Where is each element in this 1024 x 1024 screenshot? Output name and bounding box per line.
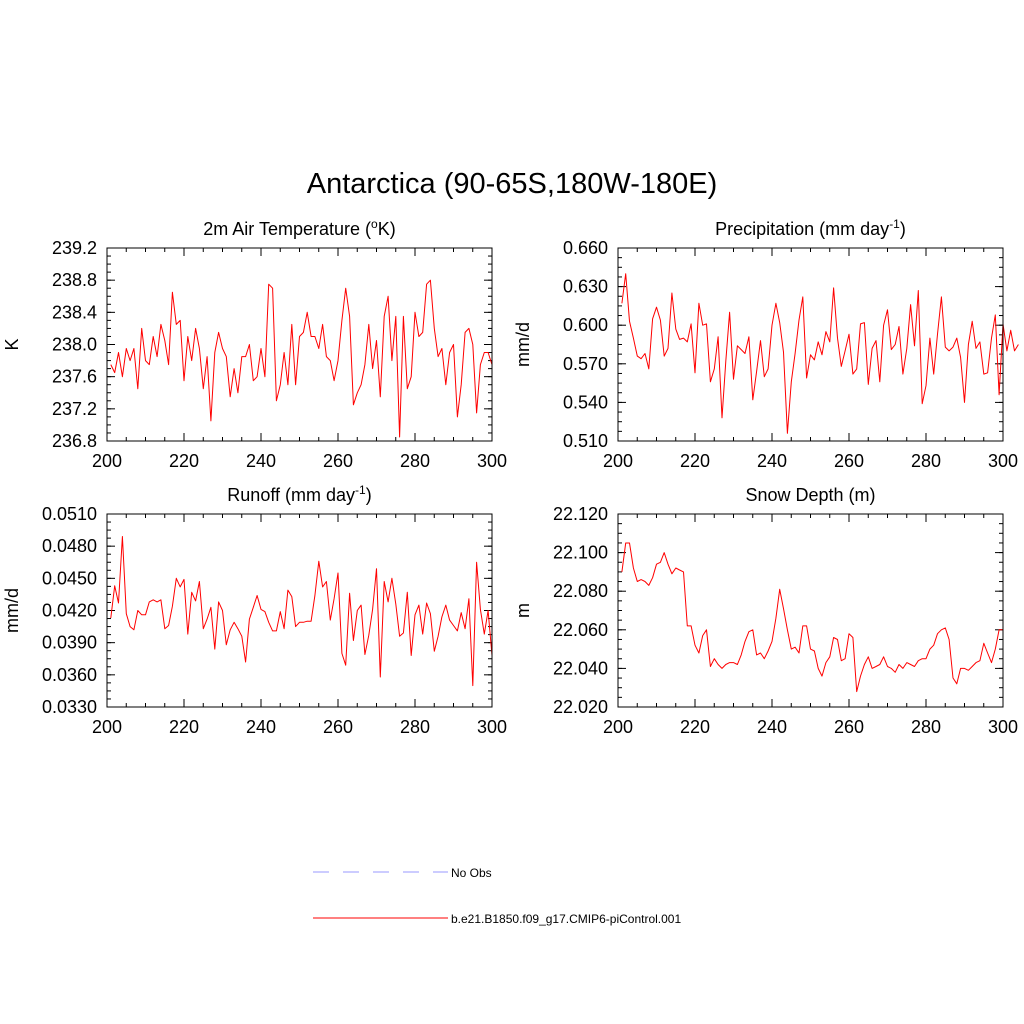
series-line bbox=[621, 273, 1019, 434]
y-tick-label: 0.0360 bbox=[42, 665, 97, 685]
x-tick-label: 200 bbox=[92, 451, 122, 471]
y-axis-label: m bbox=[513, 603, 533, 618]
panels: 2m Air Temperature (oK) K 200 220 240 260 280 3… bbox=[2, 217, 1019, 737]
y-tick-label: 0.0390 bbox=[42, 633, 97, 653]
y-tick-label: 239.2 bbox=[52, 238, 97, 258]
panel-title-tail: ) bbox=[366, 485, 372, 505]
plot-frame bbox=[106, 513, 493, 708]
y-tick-label: 0.0330 bbox=[42, 697, 97, 717]
series-line bbox=[110, 279, 493, 438]
y-axis-label: K bbox=[2, 338, 22, 350]
y-tick-label: 22.100 bbox=[553, 543, 608, 563]
x-tick-label: 260 bbox=[323, 451, 353, 471]
panel-title-superscript: -1 bbox=[355, 483, 366, 497]
y-tick-label: 22.120 bbox=[553, 504, 608, 524]
plot-frame bbox=[617, 247, 1004, 442]
panel-title-superscript: -1 bbox=[889, 217, 900, 231]
series-line bbox=[621, 542, 1003, 693]
y-tick-label: 0.600 bbox=[563, 315, 608, 335]
y-tick-label: 22.080 bbox=[553, 581, 608, 601]
x-tick-label: 220 bbox=[169, 717, 199, 737]
panel-4: Snow Depth (m) m 200 220 240 260 280 300 22.020 2… bbox=[513, 485, 1018, 737]
x-tick-label: 200 bbox=[603, 717, 633, 737]
x-tick-label: 280 bbox=[911, 451, 941, 471]
panel-title-main: Snow Depth (m) bbox=[745, 485, 875, 505]
panel-2: Precipitation (mm day-1) mm/d 200 220 240 260… bbox=[513, 217, 1019, 471]
y-tick-label: 237.2 bbox=[52, 399, 97, 419]
y-tick-label: 238.4 bbox=[52, 302, 97, 322]
y-tick-label: 0.0480 bbox=[42, 536, 97, 556]
y-tick-label: 238.0 bbox=[52, 335, 97, 355]
x-tick-label: 260 bbox=[834, 451, 864, 471]
panel-1: 2m Air Temperature (oK) K 200 220 240 260 280 3… bbox=[2, 217, 507, 471]
panel-title-main: Precipitation (mm day bbox=[715, 219, 889, 239]
x-tick-label: 220 bbox=[169, 451, 199, 471]
plot-frame bbox=[617, 513, 1004, 708]
y-tick-label: 0.0510 bbox=[42, 504, 97, 524]
x-tick-label: 200 bbox=[92, 717, 122, 737]
legend: No Obs b.e21.B1850.f09_g17.CMIP6-piContro… bbox=[313, 866, 681, 926]
figure-title: Antarctica (90-65S,180W-180E) bbox=[307, 168, 718, 200]
x-tick-label: 240 bbox=[246, 451, 276, 471]
x-tick-label: 280 bbox=[911, 717, 941, 737]
panel-title-main: Runoff (mm day bbox=[227, 485, 355, 505]
panel-3: Runoff (mm day-1) mm/d 200 220 240 260 280 300 0… bbox=[2, 483, 507, 737]
y-tick-label: 0.630 bbox=[563, 277, 608, 297]
x-tick-label: 280 bbox=[400, 451, 430, 471]
x-tick-label: 220 bbox=[680, 717, 710, 737]
panel-title: Snow Depth (m) bbox=[745, 485, 875, 505]
x-tick-label: 300 bbox=[477, 717, 507, 737]
x-tick-label: 240 bbox=[246, 717, 276, 737]
x-tick-label: 280 bbox=[400, 717, 430, 737]
x-tick-label: 300 bbox=[477, 451, 507, 471]
x-tick-label: 260 bbox=[834, 717, 864, 737]
x-tick-label: 300 bbox=[988, 717, 1018, 737]
y-tick-label: 0.0420 bbox=[42, 601, 97, 621]
x-tick-label: 220 bbox=[680, 451, 710, 471]
x-tick-label: 200 bbox=[603, 451, 633, 471]
plot-frame bbox=[106, 247, 493, 442]
panel-title-tail: K) bbox=[378, 219, 396, 239]
panel-title-superscript: o bbox=[371, 217, 378, 231]
legend-model-label: b.e21.B1850.f09_g17.CMIP6-piControl.001 bbox=[451, 912, 681, 926]
panel-title: 2m Air Temperature (oK) bbox=[203, 217, 395, 239]
y-tick-label: 0.660 bbox=[563, 238, 608, 258]
panel-title-tail: ) bbox=[900, 219, 906, 239]
series-line bbox=[110, 536, 493, 687]
x-tick-label: 240 bbox=[757, 451, 787, 471]
y-axis-label: mm/d bbox=[513, 322, 533, 367]
y-tick-label: 0.540 bbox=[563, 392, 608, 412]
y-tick-label: 238.8 bbox=[52, 270, 97, 290]
y-axis-label: mm/d bbox=[2, 588, 22, 633]
y-tick-label: 0.570 bbox=[563, 354, 608, 374]
y-tick-label: 22.040 bbox=[553, 658, 608, 678]
y-tick-label: 22.020 bbox=[553, 697, 608, 717]
y-tick-label: 237.6 bbox=[52, 367, 97, 387]
y-tick-label: 22.060 bbox=[553, 620, 608, 640]
panel-title: Precipitation (mm day-1) bbox=[715, 217, 906, 239]
x-tick-label: 240 bbox=[757, 717, 787, 737]
y-tick-label: 0.0450 bbox=[42, 568, 97, 588]
legend-obs-label: No Obs bbox=[451, 866, 492, 880]
y-tick-label: 0.510 bbox=[563, 431, 608, 451]
panel-title: Runoff (mm day-1) bbox=[227, 483, 371, 505]
x-tick-label: 260 bbox=[323, 717, 353, 737]
panel-title-main: 2m Air Temperature ( bbox=[203, 219, 371, 239]
y-tick-label: 236.8 bbox=[52, 431, 97, 451]
x-tick-label: 300 bbox=[988, 451, 1018, 471]
